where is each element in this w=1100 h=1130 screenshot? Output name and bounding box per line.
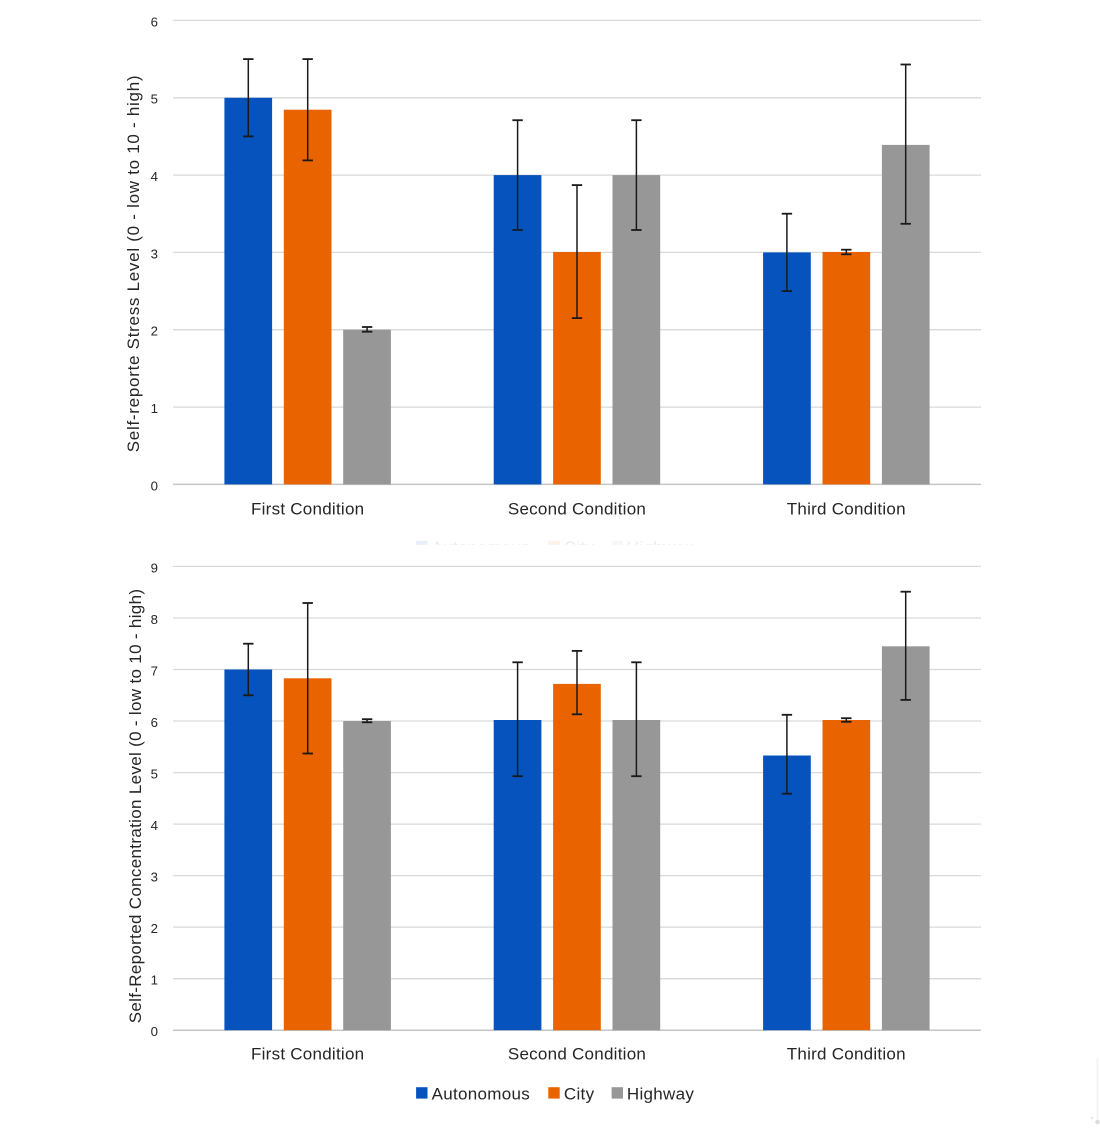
svg-text:6: 6 [151,715,158,730]
svg-text:Second Condition: Second Condition [508,1045,646,1064]
svg-text:City: City [564,538,595,557]
svg-text:0: 0 [151,1024,158,1039]
svg-text:1: 1 [151,973,158,988]
svg-text:1: 1 [151,401,158,416]
svg-text:5: 5 [151,92,158,107]
svg-text:Self-Reported Concentration Le: Self-Reported Concentration Level (0 - l… [126,589,145,1024]
svg-text:Third Condition: Third Condition [787,1045,906,1064]
svg-text:4: 4 [151,818,158,833]
svg-text:2: 2 [151,921,158,936]
svg-text:8: 8 [151,612,158,627]
svg-text:Self-reporte Stress Level (0 -: Self-reporte Stress Level (0 - low to 10… [124,75,143,453]
svg-text:6: 6 [151,14,158,29]
svg-text:First Condition: First Condition [251,500,364,519]
svg-text:9: 9 [151,560,158,575]
svg-text:2: 2 [151,324,158,339]
svg-text:7: 7 [151,664,158,679]
svg-text:First Condition: First Condition [251,1045,364,1064]
svg-text:5: 5 [151,767,158,782]
svg-text:Third Condition: Third Condition [787,500,906,519]
svg-text:3: 3 [151,870,158,885]
svg-text:Highway: Highway [627,1085,694,1104]
svg-text:City: City [564,1085,595,1104]
svg-text:Autonomous: Autonomous [432,1085,530,1104]
svg-text:3: 3 [151,246,158,261]
svg-text:Second Condition: Second Condition [508,500,646,519]
svg-text:4: 4 [151,169,158,184]
svg-text:Autonomous: Autonomous [432,538,530,557]
svg-text:Highway: Highway [627,538,694,557]
svg-text:0: 0 [151,478,158,493]
